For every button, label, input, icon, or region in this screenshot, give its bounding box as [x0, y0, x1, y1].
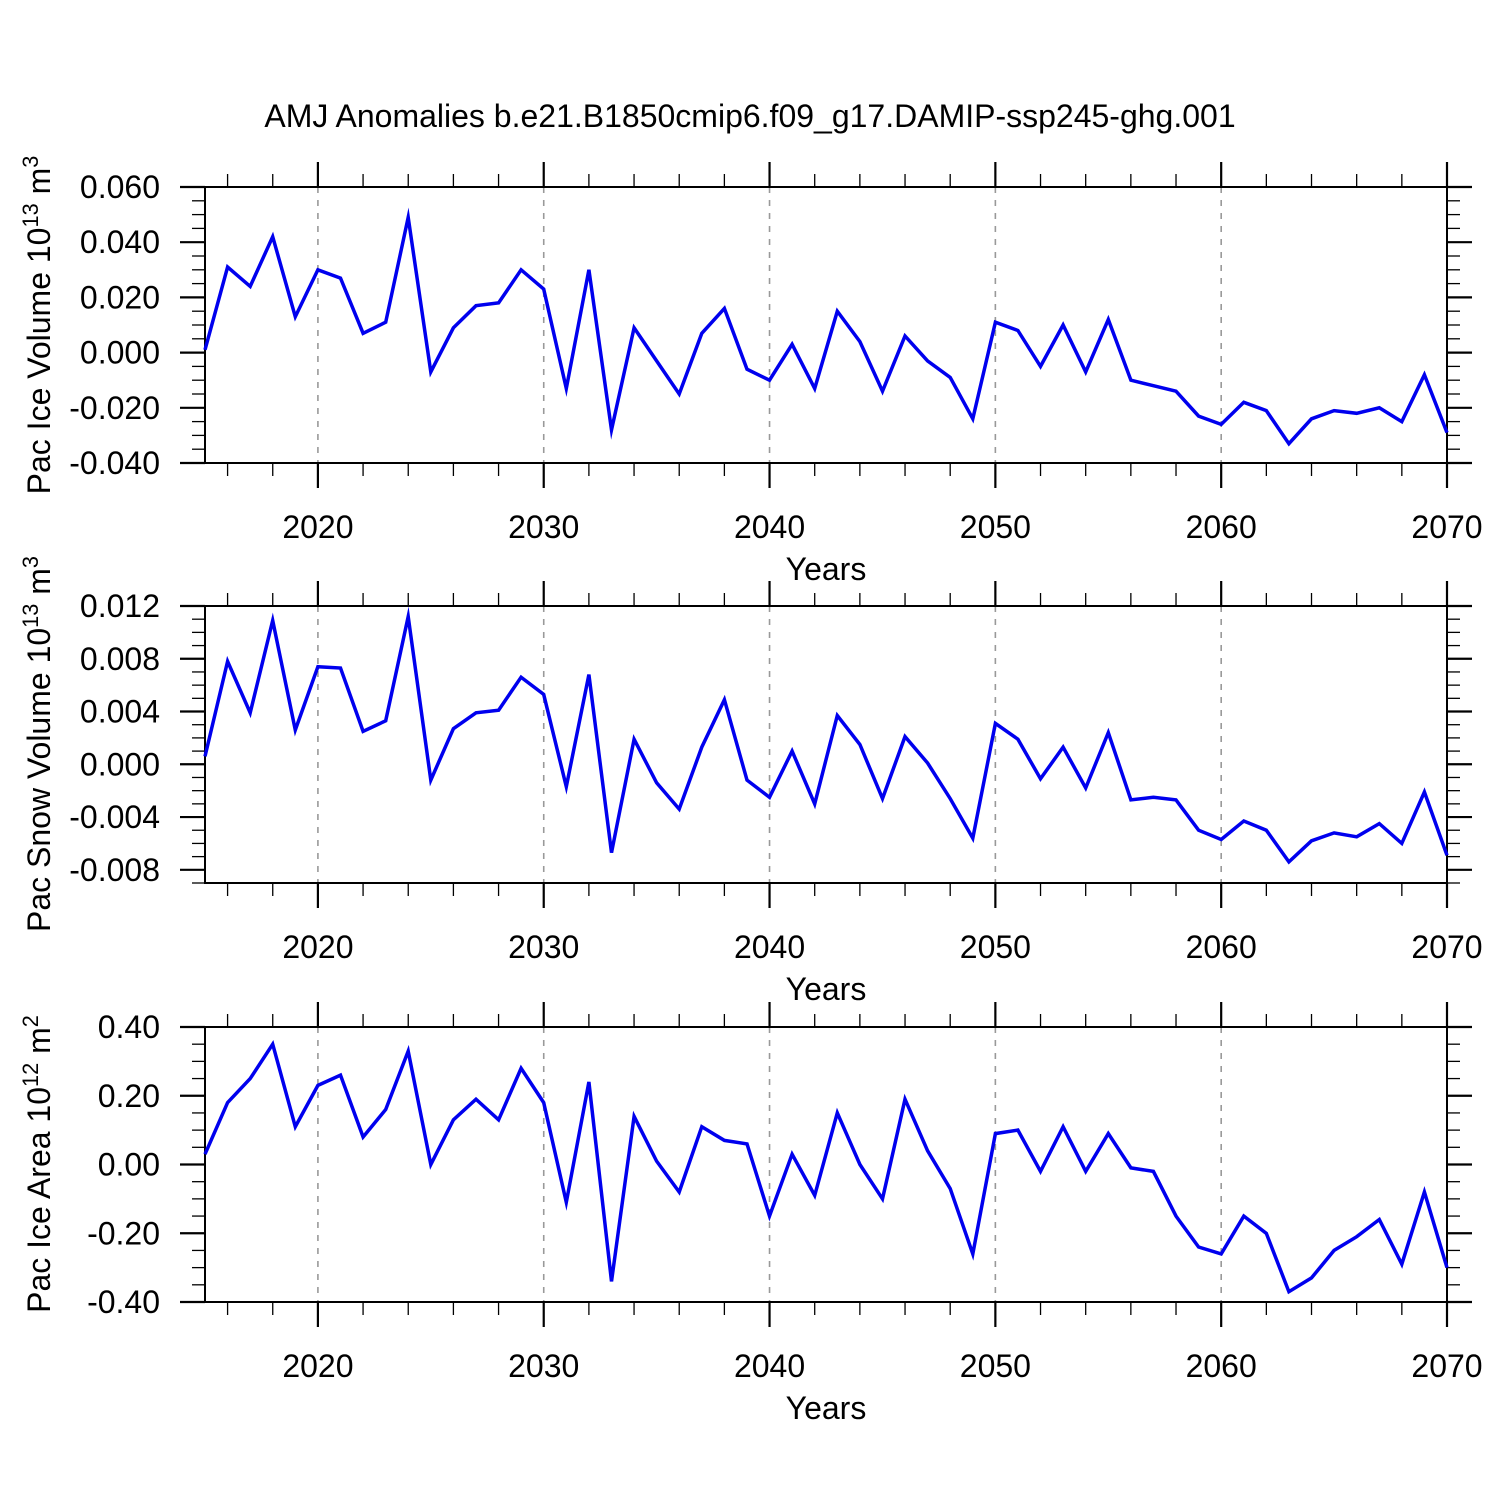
y-tick-label: 0.020 — [80, 279, 160, 315]
x-tick-label: 2020 — [282, 509, 353, 545]
x-tick-label: 2050 — [960, 509, 1031, 545]
x-tick-label: 2020 — [282, 929, 353, 965]
y-tick-label: 0.000 — [80, 335, 160, 371]
x-tick-label: 2050 — [960, 1348, 1031, 1384]
y-tick-label: 0.20 — [98, 1078, 160, 1114]
y-tick-label: -0.40 — [87, 1284, 160, 1320]
page-title: AMJ Anomalies b.e21.B1850cmip6.f09_g17.D… — [264, 98, 1236, 134]
y-tick-label: -0.20 — [87, 1215, 160, 1251]
x-axis-label-years-1: Years — [785, 551, 867, 587]
y-tick-label: -0.004 — [69, 799, 160, 835]
y-tick-label: 0.008 — [80, 641, 160, 677]
x-tick-label: 2040 — [734, 1348, 805, 1384]
x-tick-label: 2050 — [960, 929, 1031, 965]
y-tick-label: 0.060 — [80, 169, 160, 205]
y-tick-label: 0.00 — [98, 1147, 160, 1183]
x-tick-label: 2070 — [1411, 509, 1482, 545]
x-tick-label: 2020 — [282, 1348, 353, 1384]
x-tick-label: 2030 — [508, 929, 579, 965]
x-axis-label-years-3: Years — [785, 1390, 867, 1426]
x-tick-label: 2030 — [508, 1348, 579, 1384]
y-tick-label: -0.020 — [69, 390, 160, 426]
x-tick-label: 2030 — [508, 509, 579, 545]
y-tick-label: 0.040 — [80, 224, 160, 260]
x-tick-label: 2070 — [1411, 929, 1482, 965]
x-axis-label-years-2: Years — [785, 971, 867, 1007]
x-tick-label: 2060 — [1186, 509, 1257, 545]
x-tick-label: 2060 — [1186, 929, 1257, 965]
y-tick-label: 0.40 — [98, 1009, 160, 1045]
x-tick-label: 2040 — [734, 509, 805, 545]
data-line-series — [203, 1039, 1449, 1295]
y-tick-label: 0.004 — [80, 694, 160, 730]
x-tick-label: 2040 — [734, 929, 805, 965]
plot-box — [204, 605, 1448, 884]
y-tick-label: -0.008 — [69, 852, 160, 888]
x-tick-label: 2070 — [1411, 1348, 1482, 1384]
plot-box — [204, 186, 1448, 464]
plot-box — [204, 1026, 1448, 1303]
y-tick-label: -0.040 — [69, 445, 160, 481]
y-tick-label: 0.000 — [80, 746, 160, 782]
data-line-series — [203, 606, 1449, 865]
x-tick-label: 2060 — [1186, 1348, 1257, 1384]
data-line-series — [203, 207, 1449, 447]
y-tick-label: 0.012 — [80, 588, 160, 624]
